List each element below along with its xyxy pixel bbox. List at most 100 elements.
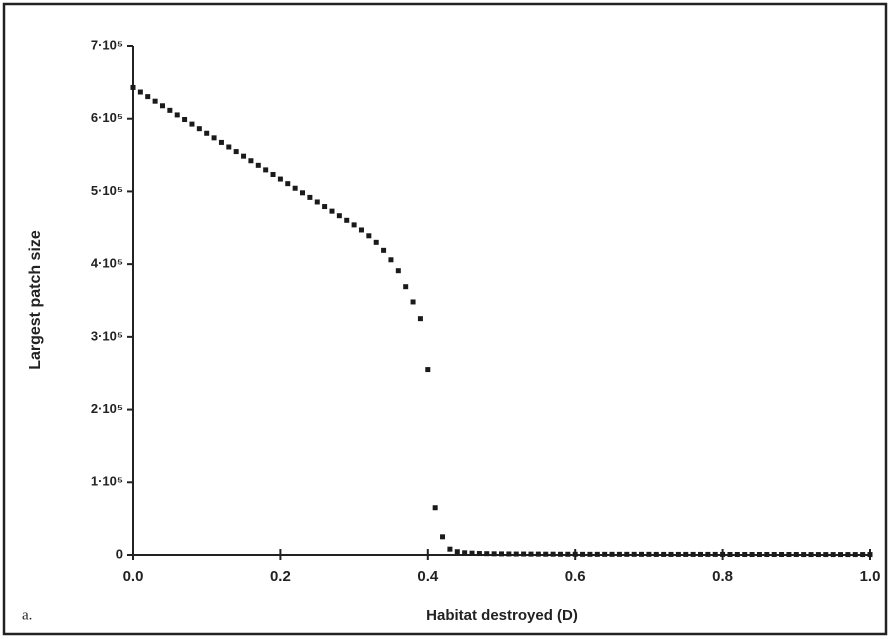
point xyxy=(801,552,807,558)
point xyxy=(403,284,409,290)
point xyxy=(749,551,755,557)
point xyxy=(639,551,645,557)
point xyxy=(712,551,718,557)
point xyxy=(462,550,468,556)
x-tick-label: 0.8 xyxy=(712,568,733,585)
point xyxy=(653,551,659,557)
x-tick-label: 0.4 xyxy=(417,568,439,585)
point xyxy=(476,551,482,557)
point xyxy=(174,112,180,118)
point xyxy=(513,551,519,557)
point xyxy=(830,552,836,558)
point xyxy=(720,551,726,557)
point xyxy=(661,551,667,557)
point xyxy=(292,185,298,191)
point xyxy=(152,98,158,104)
x-tick-label: 0.0 xyxy=(123,568,144,585)
point xyxy=(189,121,195,127)
point xyxy=(808,552,814,558)
point xyxy=(815,552,821,558)
point xyxy=(255,162,261,168)
point xyxy=(852,552,858,558)
point xyxy=(300,190,306,196)
x-axis-label: Habitat destroyed (D) xyxy=(426,607,578,624)
point xyxy=(616,551,622,557)
point xyxy=(565,551,571,557)
point xyxy=(344,217,350,223)
point xyxy=(867,552,873,558)
point xyxy=(602,551,608,557)
point xyxy=(351,222,357,228)
point xyxy=(572,551,578,557)
point xyxy=(454,549,460,555)
point xyxy=(130,84,136,90)
point xyxy=(742,551,748,557)
point xyxy=(322,204,328,210)
point xyxy=(263,167,269,173)
point xyxy=(521,551,527,557)
point xyxy=(727,551,733,557)
point xyxy=(823,552,829,558)
point xyxy=(484,551,490,557)
point xyxy=(779,551,785,557)
point xyxy=(270,171,276,177)
x-tick-label: 1.0 xyxy=(860,568,881,585)
point xyxy=(381,247,387,253)
point xyxy=(580,551,586,557)
point xyxy=(838,552,844,558)
point xyxy=(528,551,534,557)
y-tick-label: 1·10⁵ xyxy=(91,474,123,489)
point xyxy=(535,551,541,557)
point xyxy=(226,144,232,150)
point xyxy=(594,551,600,557)
point xyxy=(277,176,283,182)
point xyxy=(609,551,615,557)
y-tick-label: 6·10⁵ xyxy=(91,110,123,125)
y-tick-label: 2·10⁵ xyxy=(91,401,123,416)
point xyxy=(137,89,143,95)
point xyxy=(499,551,504,557)
point xyxy=(425,367,431,373)
point xyxy=(329,208,335,214)
point xyxy=(167,107,173,113)
point xyxy=(506,551,512,557)
point xyxy=(248,158,254,164)
point xyxy=(786,551,792,557)
y-tick-label: 4·10⁵ xyxy=(91,256,123,271)
point xyxy=(734,551,740,557)
x-tick-label: 0.2 xyxy=(270,568,291,585)
point xyxy=(388,257,394,263)
point xyxy=(469,550,475,556)
point xyxy=(395,268,401,274)
point xyxy=(432,505,438,511)
y-tick-label: 7·10⁵ xyxy=(91,37,123,52)
point xyxy=(764,551,770,557)
panel-label: a. xyxy=(22,607,32,623)
point xyxy=(358,227,364,233)
point xyxy=(668,551,674,557)
point xyxy=(756,551,762,557)
point xyxy=(285,181,291,187)
point xyxy=(771,551,777,557)
point xyxy=(845,552,851,558)
point xyxy=(159,103,165,109)
point xyxy=(204,130,210,136)
point xyxy=(690,551,696,557)
point xyxy=(233,149,239,155)
point xyxy=(241,153,247,159)
point xyxy=(218,139,224,145)
point xyxy=(705,551,711,557)
point xyxy=(860,552,866,558)
point xyxy=(697,551,703,557)
point xyxy=(417,316,423,322)
point xyxy=(550,551,556,557)
point xyxy=(145,94,151,100)
point xyxy=(211,135,217,141)
x-tick-label: 0.6 xyxy=(565,568,586,585)
point xyxy=(440,534,446,540)
point xyxy=(793,551,799,557)
point xyxy=(624,551,630,557)
point xyxy=(314,199,320,205)
point xyxy=(366,233,372,239)
